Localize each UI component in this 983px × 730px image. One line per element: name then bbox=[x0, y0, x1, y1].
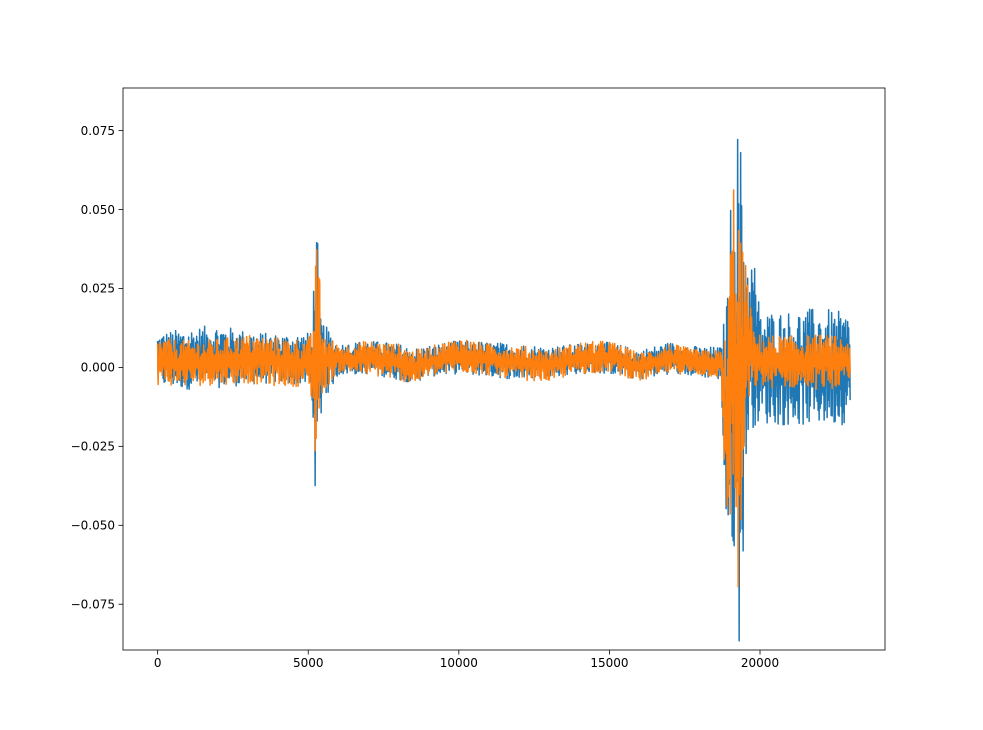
x-tick-label: 20000 bbox=[741, 656, 779, 670]
x-axis: 0 5000 10000 15000 20000 bbox=[154, 650, 779, 670]
y-tick-label: −0.050 bbox=[71, 518, 115, 532]
x-tick-label: 10000 bbox=[440, 656, 478, 670]
x-tick-label: 5000 bbox=[293, 656, 324, 670]
y-tick-label: 0.025 bbox=[81, 282, 115, 296]
axes-frame bbox=[122, 87, 886, 651]
series-line-2 bbox=[156, 189, 851, 588]
series-layer bbox=[156, 138, 851, 642]
y-tick-label: −0.075 bbox=[71, 597, 115, 611]
y-tick-label: 0.075 bbox=[81, 124, 115, 138]
x-tick-label: 15000 bbox=[590, 656, 628, 670]
x-tick-label: 0 bbox=[154, 656, 162, 670]
y-axis: −0.075 −0.050 −0.025 0.000 0.025 0.050 0.075 bbox=[71, 124, 123, 611]
y-tick-label: −0.025 bbox=[71, 440, 115, 454]
y-tick-label: 0.050 bbox=[81, 203, 115, 217]
y-tick-label: 0.000 bbox=[81, 361, 115, 375]
